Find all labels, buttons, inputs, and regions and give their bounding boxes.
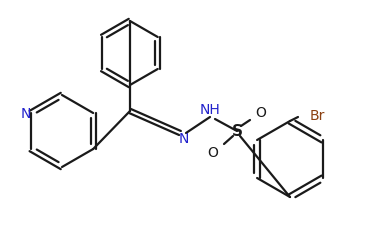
Text: O: O <box>255 106 266 119</box>
Text: NH: NH <box>199 103 220 116</box>
Text: N: N <box>179 131 189 145</box>
Text: S: S <box>232 124 243 139</box>
Text: N: N <box>20 106 31 121</box>
Text: Br: Br <box>310 109 325 122</box>
Text: O: O <box>208 145 219 159</box>
